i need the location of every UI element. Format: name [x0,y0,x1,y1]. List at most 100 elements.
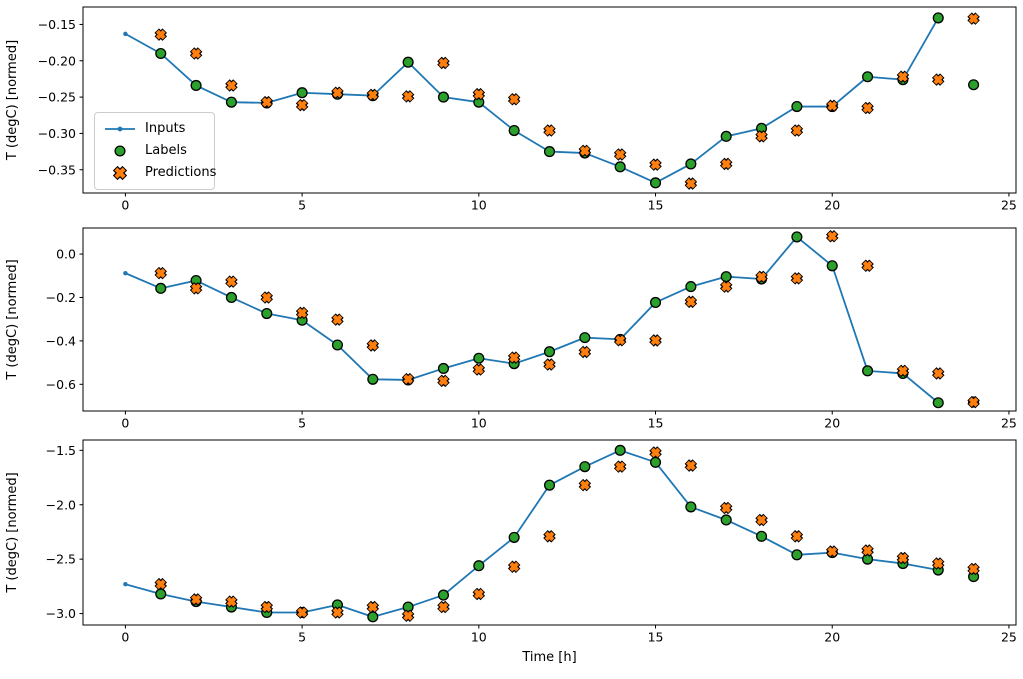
subplot-2-predictions-marker [297,308,307,318]
subplot-1-predictions-marker [226,80,237,91]
subplot-1-predictions-marker [438,58,449,68]
subplot-1-predictions-marker [509,94,520,105]
subplot-2-predictions-marker [261,292,272,303]
subplot-2-x-tick-label: 25 [1001,416,1017,431]
subplot-3-predictions-marker [721,503,732,513]
subplot-1-labels-marker [932,12,944,24]
legend: Inputs Labels Predictions [94,112,217,190]
subplot-1-labels-marker [190,79,202,92]
subplot-1-labels-marker [968,79,980,91]
subplot-3-labels-marker [473,560,485,572]
legend-label-labels: Labels [145,143,187,158]
subplot-2-predictions-marker [756,271,767,282]
subplot-2-predictions-marker [792,273,802,284]
subplot-2-labels-marker [685,281,697,293]
subplot-2-y-tick-label: −0.6 [46,377,76,392]
subplot-2-predictions-marker [579,347,590,357]
subplot-3-predictions-marker [367,602,378,612]
subplot-1-predictions-marker [721,159,732,169]
subplot-2-predictions-marker [509,352,520,363]
subplot-2-labels-marker [543,346,556,358]
subplot-3-labels-marker [155,588,167,600]
subplot-2-x-tick-label: 0 [121,416,129,431]
subplot-3-labels-marker [543,479,556,491]
subplot-1-x-tick-label: 25 [1001,198,1017,213]
subplot-1-labels-marker [402,56,414,68]
subplot-3-predictions-marker [933,558,944,569]
subplot-2-labels-marker [155,282,167,294]
subplot-2-y-tick-label: −0.2 [46,290,76,305]
subplot-3-x-tick-label: 0 [121,630,129,645]
subplot-2-predictions-marker [898,365,908,376]
subplot-3-predictions-marker [438,602,449,612]
subplot-2-predictions-marker [191,283,201,294]
subplot-3-x-tick-label: 5 [298,630,306,645]
subplot-3-predictions-marker [261,602,272,612]
subplot-3-labels-marker [720,514,732,526]
subplot-1-labels-marker [791,100,803,113]
subplot-1-predictions-marker [191,48,201,59]
labels-circle-sample [114,145,126,157]
subplot-2-y-tick-label: 0.0 [56,247,76,262]
subplot-2-predictions-marker [721,281,732,292]
subplot-3-predictions-marker [968,564,979,574]
x-fill [114,167,126,179]
subplot-1-predictions-marker [261,97,272,108]
subplot-2-predictions-marker [226,276,237,287]
subplot-3-predictions-marker [473,589,484,599]
subplot-1-x-tick-label: 10 [471,198,487,213]
subplot-3-predictions-marker [509,561,520,572]
subplot-1-predictions-marker [792,125,802,136]
subplot-3-predictions-marker [226,596,237,607]
subplot-2-y-axis-label: T (degC) [normed] [5,259,20,380]
subplot-3-frame [82,439,1017,626]
subplot-3-labels-marker [649,456,662,468]
subplot-2-x-tick-label: 10 [471,416,487,431]
subplot-1-predictions-marker [367,90,378,100]
subplot-2-predictions-marker [686,296,696,307]
subplot-3-x-tick-label: 20 [824,630,840,645]
subplot-1-predictions-marker [827,100,838,111]
subplot-1-labels-marker [685,158,697,170]
subplot-2-labels-marker [649,296,662,309]
subplot-3-predictions-marker [297,607,307,618]
subplot-1-predictions-marker [650,159,661,170]
subplot-2-predictions-marker [933,368,944,379]
subplot-3-y-tick-label: −2.5 [46,552,76,567]
subplot-1-predictions-marker [579,146,590,156]
subplot-3-predictions-marker [332,607,343,618]
subplot-1-labels-marker [437,91,450,103]
subplot-2-labels-marker [862,365,874,377]
legend-item-inputs: Inputs [103,119,206,139]
subplot-1-x-tick-label: 0 [121,198,129,213]
subplot-2-predictions-marker [473,364,484,375]
subplot-2-labels-marker [932,397,944,409]
subplot-1-predictions-marker [473,89,484,100]
subplot-2-predictions-marker [827,231,838,242]
subplot-3-x-tick-label: 15 [648,630,664,645]
subplot-1-predictions-marker [297,100,307,110]
subplot-2-labels-marker [473,352,485,364]
subplot-1-predictions-marker [933,74,944,85]
subplot-3-y-tick-label: −1.5 [46,443,76,458]
subplot-1-labels-marker [155,47,167,60]
subplot-2-predictions-marker [367,340,378,351]
subplot-3-labels-marker [402,601,414,613]
subplot-2-x-tick-label: 15 [648,416,664,431]
subplot-2-labels-marker [261,307,273,320]
legend-label-predictions: Predictions [145,165,217,180]
subplot-1-inputs-line [124,17,940,184]
subplot-2-labels-marker [225,291,237,304]
subplot-1-labels-marker [649,177,662,189]
subplot-1-predictions-marker [862,103,873,113]
subplot-1-labels-marker [543,146,556,158]
subplot-2-labels-marker [720,271,732,283]
subplot-2-predictions-marker [862,260,873,271]
subplot-3-labels-marker [755,530,768,542]
subplot-3-x-tick-label: 10 [471,630,487,645]
subplot-1-predictions-marker [898,71,908,82]
subplot-1-predictions-marker [615,149,626,160]
subplot-3-y-axis-label: T (degC) [normed] [5,472,20,593]
subplot-1-y-tick-label: −0.35 [38,162,76,177]
